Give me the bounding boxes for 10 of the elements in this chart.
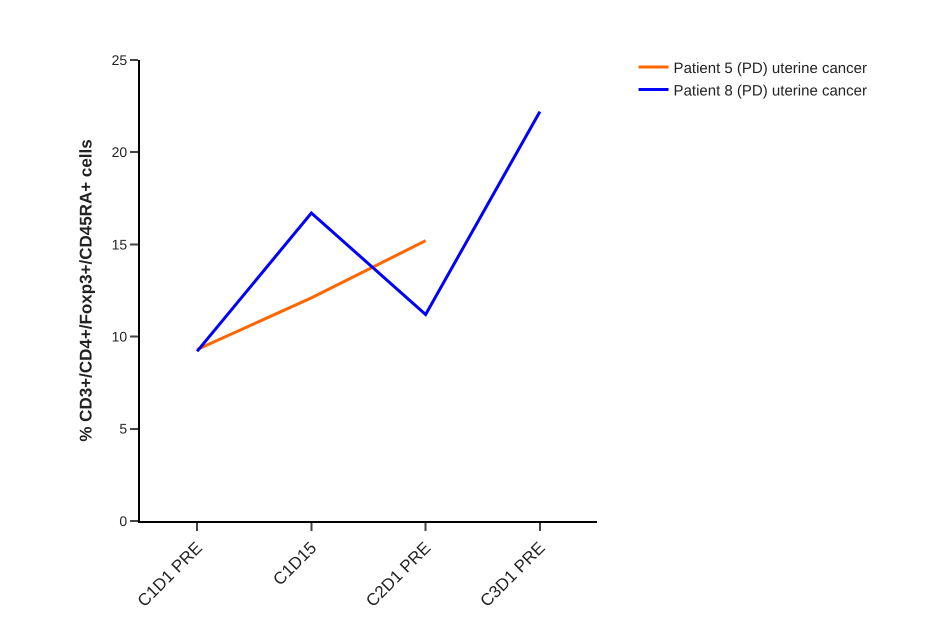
y-tick-label: 20 xyxy=(112,144,128,160)
y-tick-label: 5 xyxy=(119,420,128,437)
y-tick-label: 25 xyxy=(112,52,128,68)
y-axis-title: % CD3+/CD4+/Foxp3+/CD45RA+ cells xyxy=(76,139,96,442)
legend-label: Patient 8 (PD) uterine cancer xyxy=(674,82,867,100)
line-series xyxy=(196,110,542,353)
legend-label: Patient 5 (PD) uterine cancer xyxy=(674,60,867,77)
y-tick-label: 10 xyxy=(112,328,128,344)
y-tick-label: 0 xyxy=(119,512,128,529)
y-tick-label: 15 xyxy=(112,236,128,252)
